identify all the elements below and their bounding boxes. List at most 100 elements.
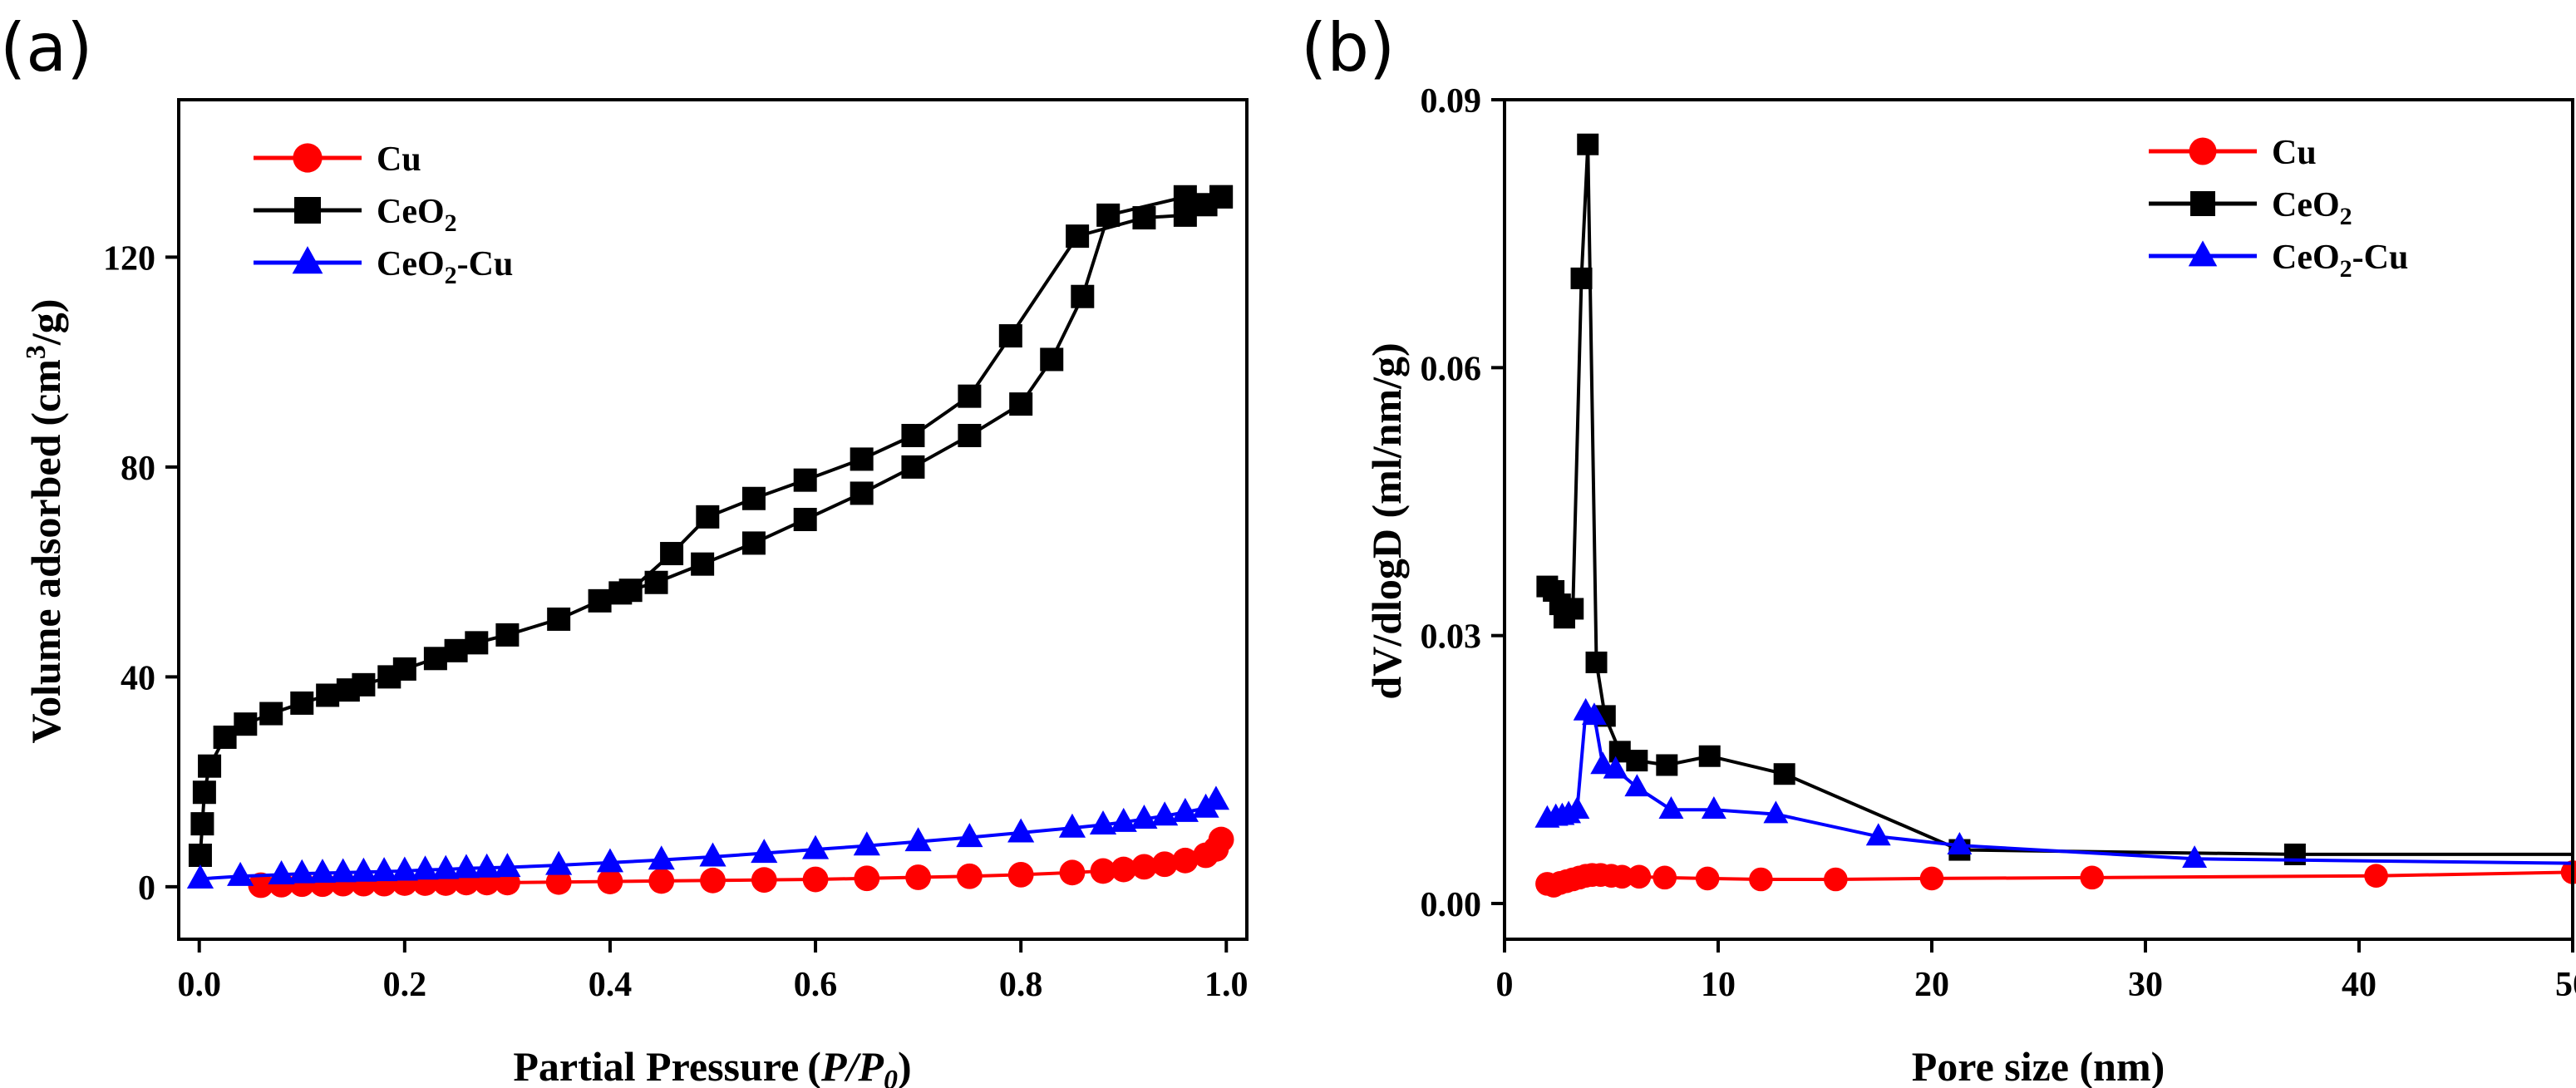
x-tick-label: 0.0	[177, 966, 221, 1004]
data-point	[901, 455, 925, 479]
legend-item: CeO2-Cu	[2149, 239, 2408, 283]
series-line	[1546, 710, 2574, 865]
data-point	[2080, 865, 2105, 890]
data-point	[227, 861, 254, 886]
legend-marker	[292, 246, 323, 274]
panel-a-label: (a)	[0, 9, 92, 86]
data-point	[596, 848, 624, 873]
data-point	[371, 857, 398, 882]
series-ceo2	[188, 185, 1234, 867]
data-point	[1627, 864, 1652, 889]
y-title-paren-close: /g)	[22, 299, 69, 347]
y-title-main: Volume adsorbed	[22, 434, 69, 743]
data-point	[545, 869, 572, 895]
data-point	[290, 691, 314, 715]
data-point	[1202, 785, 1230, 810]
data-point	[1947, 832, 1973, 854]
panel-b-y-axis-title: dV/dlogD (ml/nm/g)	[1363, 342, 1410, 699]
legend-label: CeO2	[377, 193, 457, 237]
data-point	[1171, 797, 1199, 822]
data-point	[1059, 859, 1086, 886]
series-cu	[248, 826, 1234, 898]
panel-a-chart: (a) 0.0 0.2 0.4 0.6 0.8 1.0 0 40 80 120 Partial P…	[0, 9, 1249, 1088]
panel-b-ticks: 0 10 20 30 40 50 0.00 0.03 0.06 0.09	[1421, 82, 2576, 1004]
y-tick-label: 80	[121, 450, 155, 488]
data-point	[1007, 861, 1034, 888]
x-tick-label: 1.0	[1204, 966, 1249, 1004]
data-point	[1194, 193, 1218, 217]
data-point	[1096, 203, 1121, 227]
data-point	[423, 647, 447, 671]
data-point	[495, 623, 520, 647]
data-point	[854, 865, 880, 892]
legend-marker	[2188, 240, 2218, 267]
data-point	[1110, 807, 1137, 832]
data-point	[308, 859, 337, 884]
x-tick-label: 0.4	[589, 966, 633, 1004]
panel-a-plot-frame	[177, 98, 1249, 941]
data-point	[1698, 745, 1721, 767]
data-point	[186, 864, 214, 889]
data-point	[1824, 867, 1848, 892]
data-point	[392, 657, 416, 681]
data-point	[956, 863, 983, 889]
data-point	[1701, 796, 1726, 819]
x-tick-label: 30	[2128, 966, 2163, 1004]
data-point	[2182, 845, 2208, 869]
legend-marker	[293, 143, 323, 173]
panel-b-plot-frame	[1503, 98, 2574, 941]
data-point	[793, 508, 817, 531]
data-point	[1071, 284, 1095, 308]
legend-marker	[2190, 191, 2215, 216]
data-point	[1007, 818, 1035, 843]
data-point	[660, 542, 684, 566]
data-point	[618, 578, 643, 603]
data-point	[547, 607, 571, 631]
data-point	[444, 638, 468, 662]
data-point	[465, 631, 489, 655]
series-ceo2-cu	[1534, 697, 2574, 869]
panel-a-ticks: 0.0 0.2 0.4 0.6 0.8 1.0 0 40 80 120	[103, 239, 1249, 1004]
data-point	[1562, 598, 1584, 620]
x-title-paren-open: (	[807, 1043, 821, 1088]
data-point	[1090, 858, 1116, 884]
data-point	[700, 867, 726, 894]
data-point	[588, 588, 612, 613]
data-point	[853, 831, 880, 856]
data-point	[741, 531, 766, 555]
panel-a-legend: Cu CeO2 CeO2-Cu	[254, 140, 513, 289]
legend-item: CeO2	[2149, 186, 2352, 230]
legend-label: CeO2-Cu	[2272, 239, 2408, 283]
data-point	[1624, 774, 1650, 797]
data-point	[1058, 813, 1086, 838]
data-point	[901, 424, 925, 447]
data-point	[1865, 823, 1891, 846]
series-line	[629, 195, 1223, 592]
data-point	[192, 780, 216, 805]
data-point	[850, 481, 874, 505]
panel-a-series	[186, 185, 1234, 898]
data-point	[1173, 203, 1197, 227]
legend-item: Cu	[2149, 134, 2317, 172]
data-point	[1040, 347, 1064, 372]
data-point	[956, 823, 983, 848]
data-point	[188, 844, 212, 867]
x-title-sub: 0	[884, 1065, 898, 1088]
data-point	[2283, 843, 2306, 865]
legend-label: CeO2	[2272, 186, 2352, 230]
data-point	[905, 864, 932, 890]
x-title-var: P/P	[820, 1043, 884, 1088]
data-point	[1763, 800, 1789, 824]
legend-item: Cu	[254, 140, 421, 179]
y-tick-label: 0.06	[1421, 350, 1482, 388]
panel-b-chart: (b) 0 10 20 30 40 50 0.00 0.03 0.06 0.09 Pore siz…	[1301, 9, 2576, 1088]
data-point	[597, 869, 623, 894]
data-point	[1749, 867, 1773, 892]
data-point	[213, 725, 237, 749]
x-tick-label: 40	[2342, 966, 2377, 1004]
data-point	[1626, 750, 1648, 772]
data-point	[850, 447, 874, 471]
data-point	[268, 859, 295, 884]
y-tick-label: 120	[103, 239, 155, 278]
